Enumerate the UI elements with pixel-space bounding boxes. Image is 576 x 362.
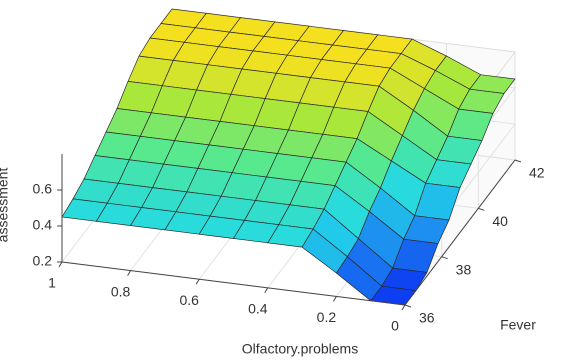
y-tick-label: 38 (456, 261, 472, 277)
x-tick-label: 0 (391, 318, 399, 334)
y-axis-label: Fever (500, 317, 536, 333)
x-tick (401, 304, 406, 311)
x-tick-label: 0.4 (248, 301, 268, 317)
z-tick-label: 0.4 (33, 217, 53, 233)
x-tick-label: 0.6 (179, 292, 199, 308)
z-tick-label: 0.2 (33, 253, 53, 269)
x-axis-label: Olfactory.problems (242, 341, 358, 357)
y-tick (478, 207, 485, 211)
x-tick (127, 270, 132, 276)
z-tick-label: 0.6 (33, 181, 53, 197)
y-tick-label: 42 (529, 165, 545, 181)
y-tick-label: 40 (492, 213, 508, 229)
x-tick-label: 0.2 (317, 309, 337, 325)
x-tick (58, 261, 63, 268)
x-tick (195, 278, 200, 285)
y-tick-label: 36 (419, 310, 435, 326)
x-tick (332, 296, 337, 302)
y-tick (441, 256, 448, 260)
y-tick (404, 304, 412, 308)
x-tick-label: 0.8 (111, 283, 131, 299)
y-axis-line (404, 159, 516, 306)
z-axis-label: assessment (0, 168, 11, 243)
x-axis-line (61, 261, 406, 306)
x-tick-label: 1 (48, 275, 56, 291)
y-tick (514, 159, 522, 163)
x-tick (264, 287, 269, 294)
